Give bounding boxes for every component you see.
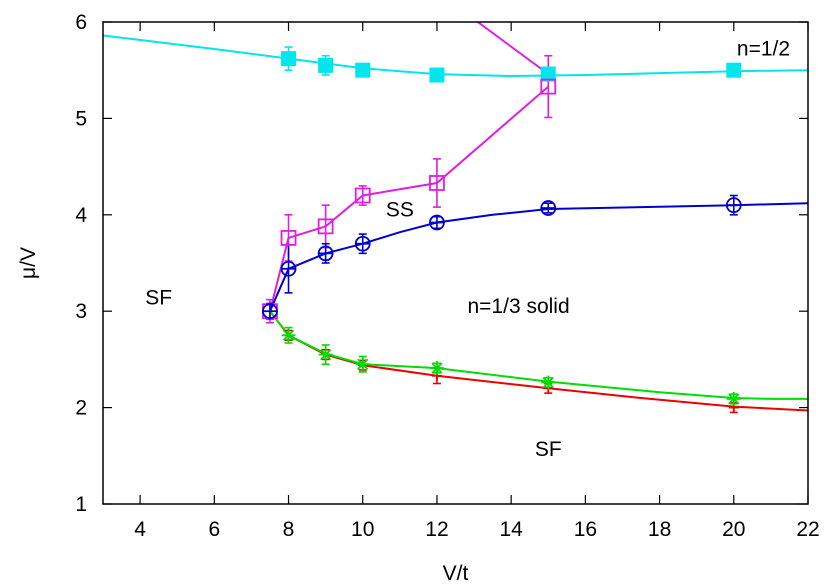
x-tick-label: 22 [796,518,819,541]
y-tick-label: 2 [75,397,87,420]
data-point-circle [429,214,445,231]
x-tick-labels: 4 6 8 10 12 14 16 18 20 22 [134,518,819,541]
series-line [269,310,808,400]
marker-star-d2 [357,358,369,370]
data-point-circle [725,197,742,214]
y-axis-label: μ/V [17,247,40,279]
marker-star-d2 [728,393,740,405]
series-line [103,34,808,78]
marker-star-d2 [319,348,332,361]
series-markers [262,51,742,413]
marker-star-d2 [542,376,554,389]
x-tick-label: 12 [425,518,448,541]
axis-ticks [103,21,809,505]
data-point-star [541,375,556,390]
y-tick-label: 6 [75,11,87,34]
series-curves [103,22,808,412]
region-label: SF [145,286,172,309]
data-point-circle [354,235,371,252]
data-point-square-filled [429,67,445,83]
region-annotations: n=1/2 SS SF n=1/3 solid SF [145,38,790,461]
x-tick-label: 4 [134,518,146,541]
y-tick-labels: 1 2 3 4 5 6 [75,11,87,516]
x-tick-label: 16 [574,518,597,541]
plot-frame [102,21,809,505]
region-label: n=1/2 [737,38,790,61]
x-tick-label: 10 [351,518,374,541]
y-tick-label: 5 [75,107,87,130]
data-point-square-filled [281,51,297,67]
y-tick-label: 1 [75,493,87,516]
data-point-circle [280,260,297,277]
data-point-square-filled [318,57,334,73]
marker-star-d2 [431,362,443,374]
series-line-upper [477,22,549,75]
data-point-square-open [540,78,557,95]
x-tick-label: 18 [648,518,671,541]
marker-star-d2 [282,329,295,341]
series-line [269,85,549,312]
data-point-square-open [429,175,445,191]
region-label: n=1/3 solid [467,295,569,318]
data-point-star [429,361,444,376]
data-point-star [355,357,370,372]
data-point-star [726,391,741,406]
x-tick-label: 14 [499,518,523,541]
y-tick-label: 4 [75,204,87,227]
x-tick-label: 6 [208,518,220,541]
data-point-star [281,328,296,343]
data-point-square-open [280,230,297,246]
data-point-square-filled [540,66,556,82]
region-label: SF [535,438,562,461]
region-label: SS [386,199,414,222]
data-point-circle [262,303,278,320]
data-point-square-filled [355,62,371,78]
data-point-square-open [354,187,371,204]
x-axis-label: V/t [443,562,469,585]
data-point-square-filled [726,62,742,78]
data-point-square-open [317,218,334,235]
x-tick-label: 20 [722,518,745,541]
data-point-circle [540,200,557,216]
y-tick-label: 3 [75,300,87,323]
data-point-star [318,347,333,362]
x-tick-label: 8 [283,518,295,541]
data-point-circle [317,245,334,262]
